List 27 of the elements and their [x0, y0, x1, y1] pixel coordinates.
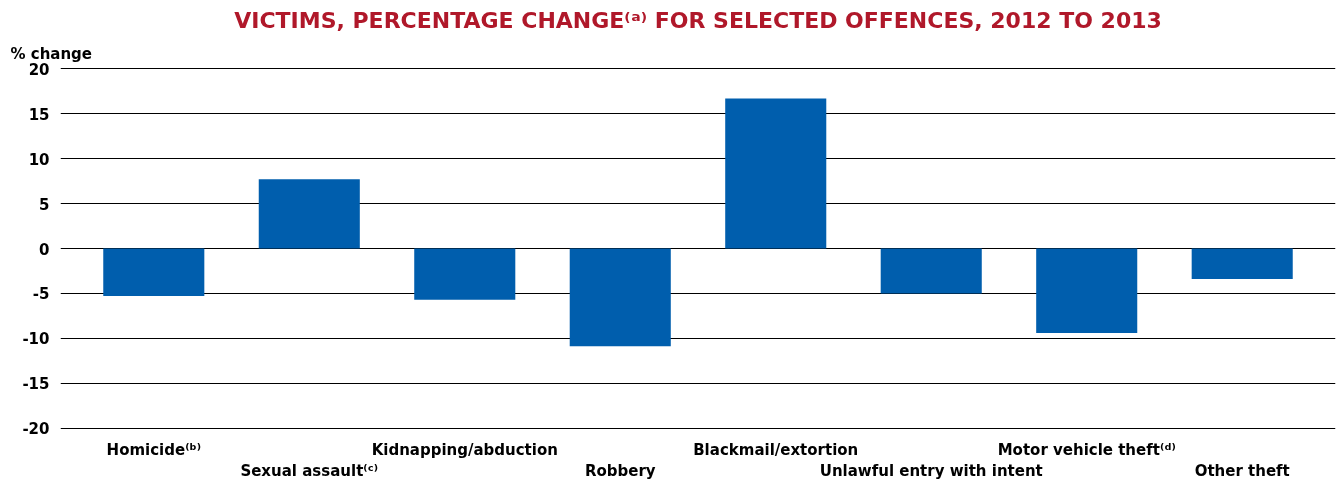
bar	[103, 248, 205, 297]
y-tick-label: -10	[22, 330, 50, 349]
bar	[880, 248, 982, 294]
y-tick-label: 20	[28, 60, 50, 79]
x-tick-label: Homicide⁽ᵇ⁾	[106, 440, 201, 459]
bar	[258, 179, 360, 249]
x-tick-label: Blackmail/extortion	[693, 440, 859, 459]
y-tick-label: -20	[22, 420, 50, 439]
x-tick-label: Unlawful entry with intent	[819, 462, 1043, 481]
y-tick-label: 0	[39, 240, 50, 259]
bar	[414, 248, 516, 300]
x-tick-label: Robbery	[584, 462, 656, 481]
bar	[1036, 248, 1138, 333]
chart-title: VICTIMS, PERCENTAGE CHANGE⁽ᵃ⁾ FOR SELECTED OFFENCES, 2012 TO 2013	[234, 7, 1162, 33]
x-tick-label: Motor vehicle theft⁽ᵈ⁾	[997, 440, 1176, 459]
bar	[569, 248, 671, 347]
x-tick-label: Kidnapping/abduction	[371, 440, 558, 459]
x-tick-label: Sexual assault⁽ᶜ⁾	[240, 462, 379, 481]
y-tick-label: -15	[22, 375, 50, 394]
y-tick-label: -5	[32, 285, 50, 304]
y-tick-label: 5	[39, 195, 50, 214]
bar	[1191, 248, 1293, 280]
y-tick-label: 10	[28, 150, 50, 169]
y-tick-label: 15	[28, 105, 50, 124]
y-axis-title: % change	[10, 44, 93, 63]
bar	[725, 98, 827, 249]
x-tick-label: Other theft	[1194, 462, 1290, 481]
